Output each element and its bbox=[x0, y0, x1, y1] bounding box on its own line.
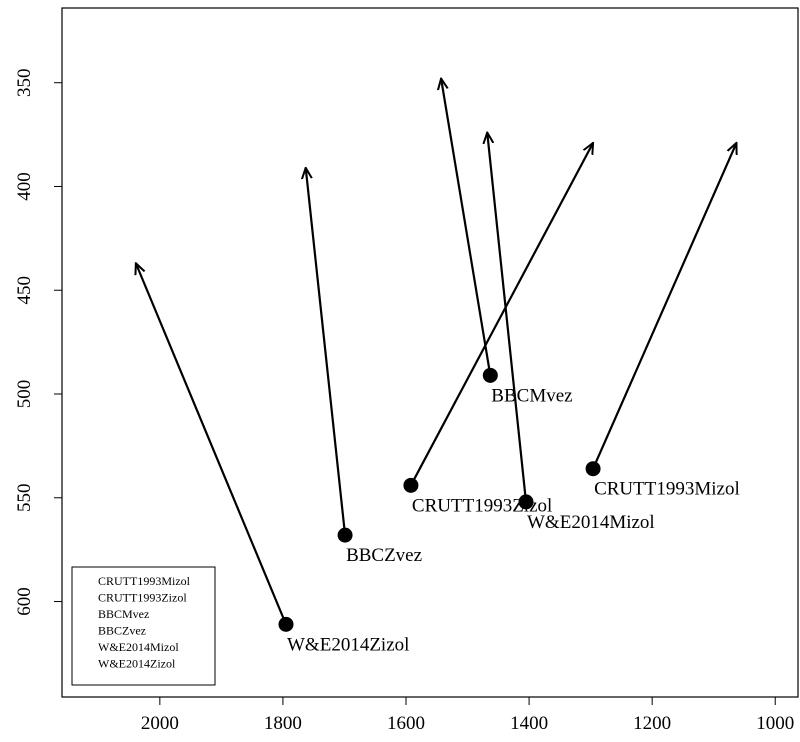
point-label: BBCMvez bbox=[491, 385, 572, 406]
point bbox=[337, 527, 353, 543]
arrow bbox=[306, 168, 347, 536]
x-tick-label: 1000 bbox=[756, 713, 794, 734]
y-tick-label: 350 bbox=[14, 68, 35, 97]
x-tick-label: 1200 bbox=[633, 713, 671, 734]
point bbox=[278, 616, 294, 632]
legend-entry: W&E2014Mizol bbox=[98, 640, 179, 654]
legend-box bbox=[71, 566, 216, 686]
legend-entry: BBCMvez bbox=[98, 607, 149, 621]
point-label: W&E2014Mizol bbox=[527, 512, 655, 533]
plot-frame bbox=[61, 7, 799, 698]
point-label: BBCZvez bbox=[346, 545, 422, 566]
y-tick-label: 450 bbox=[14, 276, 35, 305]
arrow bbox=[136, 263, 288, 625]
y-tick-label: 600 bbox=[14, 587, 35, 616]
legend-entry: BBCZvez bbox=[98, 624, 146, 638]
x-tick-label: 1600 bbox=[387, 713, 425, 734]
legend-entry: CRUTT1993Zizol bbox=[98, 591, 187, 605]
legend-entry: W&E2014Zizol bbox=[98, 657, 176, 671]
x-tick-label: 1400 bbox=[510, 713, 548, 734]
point-label: CRUTT1993Zizol bbox=[412, 495, 552, 516]
y-tick-label: 500 bbox=[14, 380, 35, 409]
point bbox=[585, 461, 601, 477]
point bbox=[518, 494, 534, 510]
arrow bbox=[592, 143, 736, 470]
arrow bbox=[441, 79, 492, 376]
point-label: CRUTT1993Mizol bbox=[594, 479, 740, 500]
y-tick-label: 400 bbox=[14, 172, 35, 201]
x-tick-label: 1800 bbox=[264, 713, 302, 734]
arrow bbox=[487, 133, 528, 503]
point-label: W&E2014Zizol bbox=[287, 634, 409, 655]
legend-entry: CRUTT1993Mizol bbox=[98, 574, 191, 588]
y-tick-label: 550 bbox=[14, 484, 35, 513]
x-tick-label: 2000 bbox=[141, 713, 179, 734]
arrow bbox=[409, 143, 593, 486]
point bbox=[482, 367, 498, 383]
point bbox=[403, 477, 419, 493]
